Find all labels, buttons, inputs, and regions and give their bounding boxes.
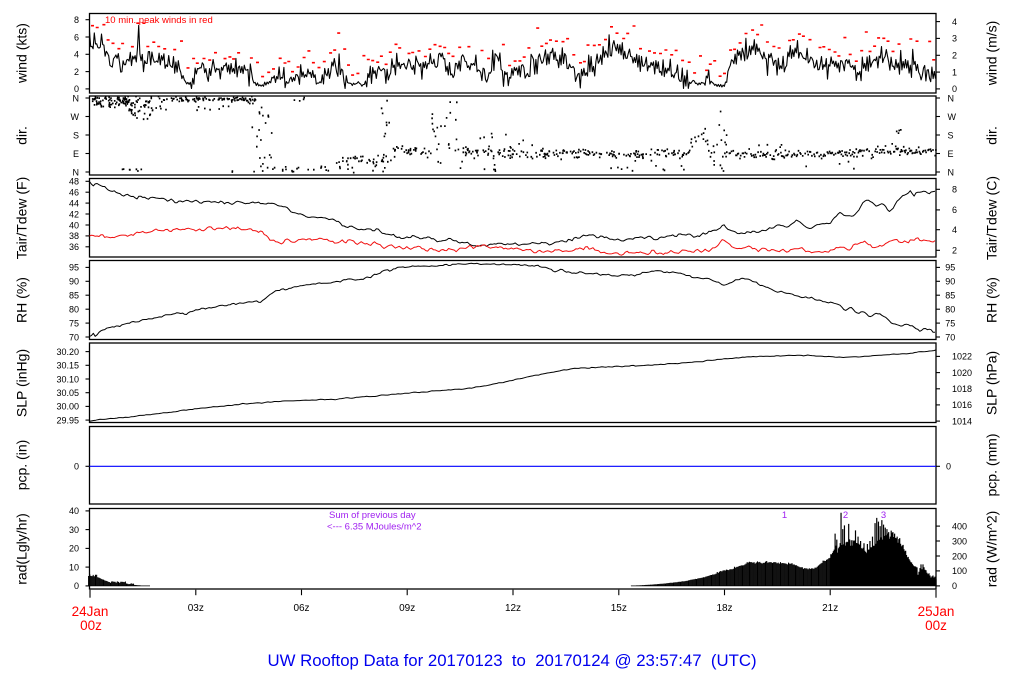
svg-text:20: 20 [69, 544, 79, 554]
svg-text:1014: 1014 [952, 416, 972, 426]
svg-text:3: 3 [881, 510, 886, 521]
svg-text:15z: 15z [611, 603, 627, 614]
svg-text:90: 90 [945, 277, 955, 287]
svg-text:38: 38 [69, 231, 79, 241]
svg-text:70: 70 [69, 332, 79, 342]
svg-text:40: 40 [69, 506, 79, 516]
svg-text:30.10: 30.10 [56, 374, 79, 384]
svg-text:75: 75 [69, 318, 79, 328]
svg-text:dir.: dir. [984, 126, 1000, 145]
svg-text:Tair/Tdew (C): Tair/Tdew (C) [984, 176, 1000, 260]
svg-text:0: 0 [952, 84, 957, 94]
svg-text:SLP (inHg): SLP (inHg) [14, 349, 30, 417]
svg-text:2: 2 [74, 67, 79, 77]
svg-text:0: 0 [952, 581, 957, 591]
svg-text:4: 4 [952, 225, 957, 235]
svg-text:30.15: 30.15 [56, 361, 79, 371]
svg-text:80: 80 [945, 305, 955, 315]
svg-text:0: 0 [946, 462, 951, 472]
svg-text:100: 100 [952, 566, 967, 576]
svg-text:95: 95 [69, 263, 79, 273]
svg-text:95: 95 [945, 263, 955, 273]
svg-text:W: W [948, 112, 957, 122]
svg-text:8: 8 [952, 185, 957, 195]
svg-text:0: 0 [74, 581, 79, 591]
svg-text:85: 85 [69, 291, 79, 301]
svg-text:40: 40 [69, 220, 79, 230]
svg-text:UW Rooftop Data for 20170123: UW Rooftop Data for 20170123 to 20170124… [267, 651, 756, 670]
svg-text:400: 400 [952, 521, 967, 531]
svg-text:Sum of previous day: Sum of previous day [329, 510, 416, 521]
svg-text:80: 80 [69, 305, 79, 315]
svg-text:44: 44 [69, 198, 79, 208]
svg-text:3: 3 [952, 34, 957, 44]
svg-text:S: S [948, 130, 954, 140]
svg-text:25Jan: 25Jan [918, 604, 955, 619]
svg-text:1018: 1018 [952, 384, 972, 394]
svg-text:W: W [71, 112, 80, 122]
svg-text:24Jan: 24Jan [72, 604, 109, 619]
svg-text:48: 48 [69, 177, 79, 187]
svg-text:42: 42 [69, 209, 79, 219]
svg-text:300: 300 [952, 536, 967, 546]
svg-text:N: N [73, 93, 80, 103]
svg-text:rad(Lgly/hr): rad(Lgly/hr) [14, 513, 30, 585]
svg-text:RH (%): RH (%) [14, 277, 30, 323]
svg-text:36: 36 [69, 242, 79, 252]
svg-text:8: 8 [74, 15, 79, 25]
svg-text:0: 0 [74, 84, 79, 94]
svg-text:N: N [948, 167, 955, 177]
svg-text:E: E [73, 149, 79, 159]
svg-text:1: 1 [952, 67, 957, 77]
svg-text:1020: 1020 [952, 368, 972, 378]
svg-text:10 min. peak winds in red: 10 min. peak winds in red [105, 15, 213, 26]
svg-text:6: 6 [74, 32, 79, 42]
svg-text:4: 4 [952, 17, 957, 27]
svg-text:2: 2 [952, 246, 957, 256]
svg-text:03z: 03z [188, 603, 204, 614]
svg-text:21z: 21z [822, 603, 838, 614]
svg-text:12z: 12z [505, 603, 521, 614]
svg-text:dir.: dir. [14, 126, 30, 145]
svg-text:2: 2 [843, 510, 848, 521]
svg-text:30.20: 30.20 [56, 347, 79, 357]
svg-text:0: 0 [74, 462, 79, 472]
svg-text:00z: 00z [80, 618, 102, 633]
svg-text:30: 30 [69, 525, 79, 535]
svg-text:<--- 6.35 MJoules/m^2: <--- 6.35 MJoules/m^2 [327, 522, 421, 533]
svg-text:SLP (hPa): SLP (hPa) [984, 351, 1000, 415]
svg-text:30.05: 30.05 [56, 388, 79, 398]
svg-text:pcp. (mm): pcp. (mm) [984, 434, 1000, 497]
svg-text:75: 75 [945, 318, 955, 328]
svg-text:46: 46 [69, 188, 79, 198]
svg-text:90: 90 [69, 277, 79, 287]
svg-text:2: 2 [952, 51, 957, 61]
svg-text:pcp. (in): pcp. (in) [14, 440, 30, 491]
svg-text:RH (%): RH (%) [984, 277, 1000, 323]
svg-text:Tair/Tdew (F): Tair/Tdew (F) [14, 177, 30, 259]
svg-text:85: 85 [945, 291, 955, 301]
svg-text:wind (kts): wind (kts) [14, 23, 30, 84]
svg-text:S: S [73, 130, 79, 140]
svg-text:wind (m/s): wind (m/s) [984, 21, 1000, 87]
svg-text:70: 70 [945, 332, 955, 342]
svg-text:rad (W/m^2): rad (W/m^2) [984, 511, 1000, 588]
svg-text:18z: 18z [716, 603, 732, 614]
svg-text:10: 10 [69, 562, 79, 572]
svg-text:09z: 09z [399, 603, 415, 614]
svg-text:06z: 06z [293, 603, 309, 614]
svg-text:200: 200 [952, 551, 967, 561]
svg-text:6: 6 [952, 205, 957, 215]
svg-text:1016: 1016 [952, 400, 972, 410]
svg-text:N: N [948, 93, 955, 103]
svg-text:1022: 1022 [952, 352, 972, 362]
svg-text:4: 4 [74, 50, 79, 60]
svg-text:00z: 00z [925, 618, 947, 633]
svg-text:1: 1 [782, 510, 787, 521]
svg-text:30.00: 30.00 [56, 402, 79, 412]
svg-text:E: E [948, 149, 954, 159]
svg-text:29.95: 29.95 [56, 415, 79, 425]
svg-text:N: N [73, 167, 80, 177]
